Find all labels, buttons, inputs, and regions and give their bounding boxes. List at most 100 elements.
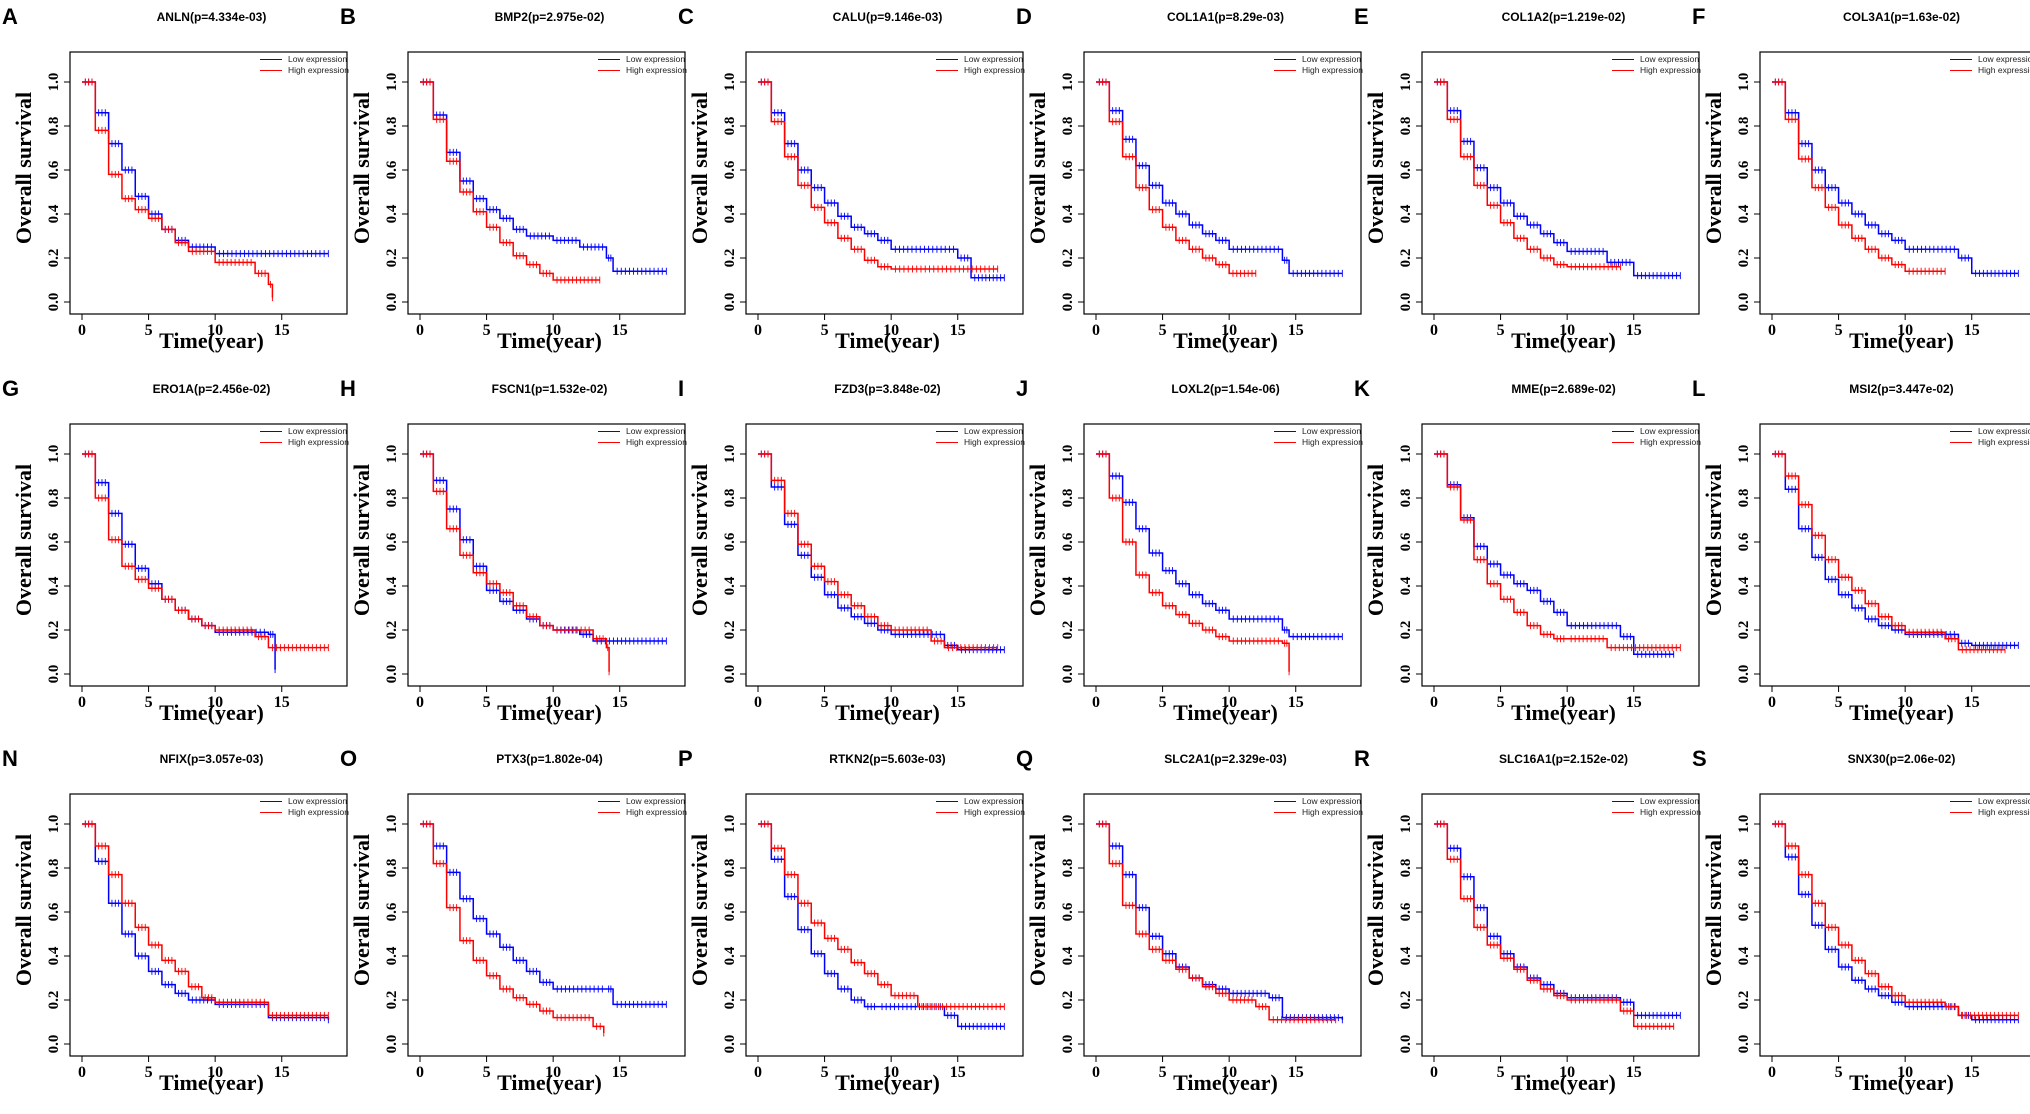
- panel-letter: B: [340, 4, 356, 29]
- plot-frame: [69, 51, 348, 315]
- y-tick-label: 0.6: [46, 902, 62, 921]
- y-tick-label: 0.2: [722, 621, 738, 640]
- y-tick-label: 0.8: [46, 859, 62, 878]
- y-tick-label: 1.0: [384, 73, 400, 92]
- y-tick-label: 0.4: [384, 204, 400, 223]
- x-axis-label: Time(year): [835, 700, 940, 725]
- x-axis-label: Time(year): [1849, 328, 1954, 353]
- panel-letter: I: [678, 376, 685, 401]
- high-expression-curve: [1772, 823, 2019, 1017]
- legend-label: Low expression: [1978, 796, 2030, 806]
- y-tick-label: 0.8: [1398, 489, 1414, 508]
- x-tick-label: 5: [483, 322, 491, 339]
- y-tick-label: 0.2: [1060, 249, 1076, 268]
- y-tick-label: 0.0: [1060, 293, 1076, 312]
- y-tick-label: 0.0: [722, 665, 738, 684]
- high-expression-censor-marks: [422, 820, 605, 1037]
- plot-frame: [745, 51, 1024, 315]
- plot-frame: [1421, 423, 1700, 687]
- panel-title: SNX30(p=2.06e-02): [1847, 752, 1956, 766]
- x-axis-label: Time(year): [1511, 1070, 1616, 1095]
- x-tick-label: 5: [1835, 694, 1843, 711]
- x-axis-label: Time(year): [1173, 328, 1278, 353]
- x-tick-label: 5: [1497, 1064, 1505, 1081]
- legend-entry-low: Low expression: [1950, 796, 2030, 807]
- legend-label: High expression: [1978, 807, 2030, 817]
- x-tick-label: 0: [754, 322, 762, 339]
- panel-title: RTKN2(p=5.603e-03): [829, 752, 946, 766]
- legend-label: Low expression: [626, 426, 686, 436]
- legend-swatch: [260, 70, 282, 72]
- panel-title: SLC16A1(p=2.152e-02): [1498, 752, 1629, 766]
- panel-letter: C: [678, 4, 694, 29]
- x-axis-label: Time(year): [1511, 700, 1616, 725]
- km-panel-n: N NFIX(p=3.057e-03) Overall survival Time(y…: [0, 742, 349, 1114]
- panel-title: SLC2A1(p=2.329e-03): [1164, 752, 1287, 766]
- km-panel-c: C CALU(p=9.146e-03) Overall survival Time(y…: [676, 0, 1025, 372]
- plot-frame: [1759, 423, 2030, 687]
- plot-frame: [1759, 793, 2030, 1057]
- y-tick-label: 0.2: [1398, 991, 1414, 1010]
- km-plot: 0.0 0.2 0.4 0.6 0.8 1.0 0 5 10 15: [1736, 51, 2030, 339]
- legend-label: Low expression: [1640, 796, 1700, 806]
- x-tick-label: 15: [612, 322, 628, 339]
- x-tick-label: 0: [1430, 694, 1438, 711]
- high-expression-curve: [82, 823, 329, 1017]
- x-tick-label: 15: [1288, 1064, 1304, 1081]
- y-tick-label: 0.8: [384, 489, 400, 508]
- panel-title: FSCN1(p=1.532e-02): [491, 382, 608, 396]
- y-tick-label: 0.0: [46, 293, 62, 312]
- y-tick-label: 0.8: [384, 859, 400, 878]
- panel-letter: G: [2, 376, 20, 401]
- y-tick-label: 0.4: [1060, 204, 1076, 223]
- legend-entry-high: High expression: [1274, 65, 1363, 76]
- y-tick-label: 0.4: [1398, 204, 1414, 223]
- km-panel-r: R SLC16A1(p=2.152e-02) Overall survival Tim…: [1352, 742, 1701, 1114]
- legend-swatch: [598, 812, 620, 814]
- legend-swatch: [936, 801, 958, 803]
- high-expression-curve: [1434, 453, 1681, 649]
- y-tick-label: 0.2: [46, 991, 62, 1010]
- km-plot: 0.0 0.2 0.4 0.6 0.8 1.0 0 5 10 15: [722, 793, 1024, 1081]
- plot-frame: [69, 793, 348, 1057]
- x-tick-label: 10: [207, 1064, 223, 1081]
- low-expression-curve: [1434, 453, 1674, 655]
- legend-swatch: [1274, 431, 1296, 433]
- high-expression-curve: [1434, 81, 1621, 268]
- x-tick-label: 10: [1559, 1064, 1575, 1081]
- high-expression-censor-marks: [84, 820, 329, 1019]
- y-tick-label: 0.6: [1736, 160, 1752, 179]
- x-tick-label: 5: [1159, 322, 1167, 339]
- x-axis-label: Time(year): [835, 328, 940, 353]
- legend-swatch: [1612, 431, 1634, 433]
- km-plot: 0.0 0.2 0.4 0.6 0.8 1.0 0 5 10 15: [1398, 51, 1700, 339]
- x-tick-label: 5: [821, 1064, 829, 1081]
- legend-swatch: [1274, 801, 1296, 803]
- legend-swatch: [936, 431, 958, 433]
- x-tick-label: 15: [1964, 694, 1980, 711]
- x-tick-label: 0: [1768, 322, 1776, 339]
- legend-entry-high: High expression: [1950, 65, 2030, 76]
- legend-label: High expression: [288, 65, 349, 75]
- x-tick-label: 0: [78, 322, 86, 339]
- x-axis-label: Time(year): [1849, 700, 1954, 725]
- panel-letter: R: [1354, 746, 1370, 771]
- panel-letter: A: [2, 4, 18, 29]
- legend-entry-low: Low expression: [936, 54, 1025, 65]
- plot-frame: [1083, 793, 1362, 1057]
- high-expression-censor-marks: [1098, 450, 1290, 676]
- y-tick-label: 0.2: [1060, 621, 1076, 640]
- panel-letter: N: [2, 746, 18, 771]
- x-tick-label: 10: [545, 1064, 561, 1081]
- legend-swatch: [936, 442, 958, 444]
- legend-label: Low expression: [1640, 426, 1700, 436]
- legend-entry-high: High expression: [1612, 807, 1701, 818]
- km-plot: 0.0 0.2 0.4 0.6 0.8 1.0 0 5 10 15: [1060, 423, 1362, 711]
- legend-entry-low: Low expression: [260, 426, 349, 437]
- y-tick-label: 0.8: [722, 859, 738, 878]
- legend-entry-low: Low expression: [598, 426, 687, 437]
- x-tick-label: 15: [950, 694, 966, 711]
